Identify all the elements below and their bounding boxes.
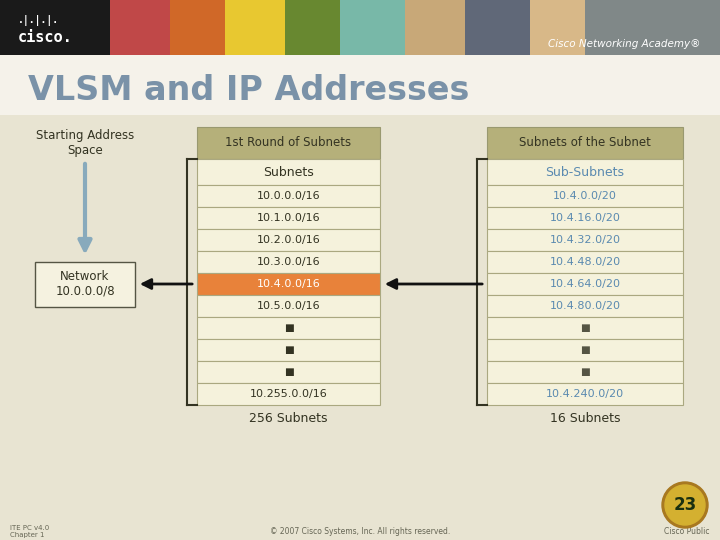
Text: Starting Address
Space: Starting Address Space — [36, 129, 134, 157]
Text: 10.255.0.0/16: 10.255.0.0/16 — [250, 389, 328, 399]
Text: .|.|.|.: .|.|.|. — [18, 15, 59, 25]
Text: 10.0.0.0/16: 10.0.0.0/16 — [257, 191, 320, 201]
Bar — [0, 518, 720, 540]
Bar — [487, 339, 683, 361]
Text: 10.2.0.0/16: 10.2.0.0/16 — [256, 235, 320, 245]
Text: 10.4.32.0/20: 10.4.32.0/20 — [549, 235, 621, 245]
Bar — [197, 207, 380, 229]
Bar — [225, 0, 285, 55]
Text: 10.4.0.0/16: 10.4.0.0/16 — [256, 279, 320, 289]
Text: 23: 23 — [673, 496, 697, 514]
Text: Cisco Public: Cisco Public — [665, 528, 710, 537]
Bar — [110, 0, 170, 55]
Bar — [487, 361, 683, 383]
Text: ■: ■ — [580, 345, 590, 355]
Text: 10.4.240.0/20: 10.4.240.0/20 — [546, 389, 624, 399]
Text: Cisco Networking Academy®: Cisco Networking Academy® — [547, 39, 700, 49]
Bar — [197, 361, 380, 383]
Bar — [487, 273, 683, 295]
Text: 10.3.0.0/16: 10.3.0.0/16 — [257, 257, 320, 267]
Text: ■: ■ — [284, 323, 293, 333]
Bar — [35, 261, 135, 307]
Text: Subnets of the Subnet: Subnets of the Subnet — [519, 137, 651, 150]
Bar — [0, 115, 720, 540]
Bar — [197, 127, 380, 159]
Bar — [197, 159, 380, 185]
Text: 10.5.0.0/16: 10.5.0.0/16 — [257, 301, 320, 311]
Bar — [487, 127, 683, 159]
Bar — [170, 0, 225, 55]
Bar — [487, 295, 683, 317]
Bar — [197, 295, 380, 317]
Bar — [197, 251, 380, 273]
Text: 16 Subnets: 16 Subnets — [550, 413, 620, 426]
Bar — [487, 159, 683, 185]
Bar — [197, 339, 380, 361]
Bar — [487, 317, 683, 339]
Text: VLSM and IP Addresses: VLSM and IP Addresses — [28, 73, 469, 106]
Text: © 2007 Cisco Systems, Inc. All rights reserved.: © 2007 Cisco Systems, Inc. All rights re… — [270, 528, 450, 537]
Bar — [197, 229, 380, 251]
Bar — [530, 0, 585, 55]
Text: ■: ■ — [580, 367, 590, 377]
Bar — [487, 207, 683, 229]
Bar — [487, 251, 683, 273]
Text: Sub-Subnets: Sub-Subnets — [546, 165, 624, 179]
Text: cisco.: cisco. — [18, 30, 73, 45]
Text: 10.4.0.0/20: 10.4.0.0/20 — [553, 191, 617, 201]
Bar — [197, 185, 380, 207]
Text: 10.1.0.0/16: 10.1.0.0/16 — [257, 213, 320, 223]
Text: ITE PC v4.0
Chapter 1: ITE PC v4.0 Chapter 1 — [10, 525, 49, 538]
Bar — [487, 185, 683, 207]
Text: ■: ■ — [284, 345, 293, 355]
Bar — [585, 0, 720, 55]
Text: 1st Round of Subnets: 1st Round of Subnets — [225, 137, 351, 150]
Bar — [0, 55, 720, 115]
Text: 256 Subnets: 256 Subnets — [249, 413, 328, 426]
Circle shape — [662, 482, 708, 528]
Text: Network
10.0.0.0/8: Network 10.0.0.0/8 — [55, 270, 114, 298]
Text: 10.4.48.0/20: 10.4.48.0/20 — [549, 257, 621, 267]
Circle shape — [665, 485, 705, 525]
Bar — [340, 0, 405, 55]
Text: ■: ■ — [284, 367, 293, 377]
Bar — [0, 0, 110, 55]
Bar — [465, 0, 530, 55]
Bar — [285, 0, 340, 55]
Bar — [487, 383, 683, 405]
Bar — [197, 317, 380, 339]
Bar — [197, 273, 380, 295]
Text: 10.4.16.0/20: 10.4.16.0/20 — [549, 213, 621, 223]
Text: 10.4.64.0/20: 10.4.64.0/20 — [549, 279, 621, 289]
Bar — [197, 383, 380, 405]
Text: 10.4.80.0/20: 10.4.80.0/20 — [549, 301, 621, 311]
Text: ■: ■ — [580, 323, 590, 333]
Bar — [487, 229, 683, 251]
Text: Subnets: Subnets — [263, 165, 314, 179]
Bar — [405, 0, 465, 55]
